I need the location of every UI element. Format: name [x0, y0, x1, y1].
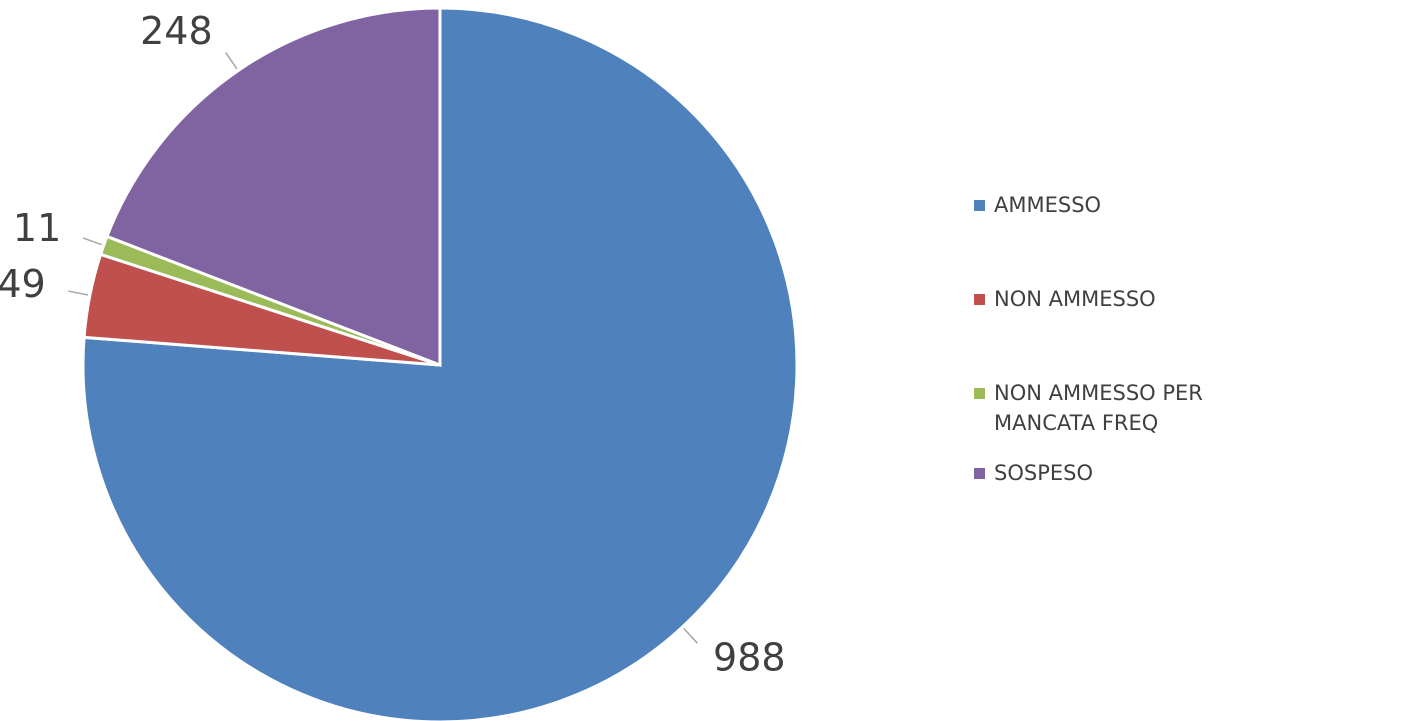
legend-label: NON AMMESSO — [994, 287, 1156, 311]
legend-item: NON AMMESSO — [972, 284, 1212, 314]
legend-swatch — [974, 468, 985, 479]
legend-label: NON AMMESSO PER MANCATA FREQ — [994, 381, 1203, 435]
legend-item: AMMESSO — [972, 190, 1212, 220]
legend-swatch — [974, 388, 985, 399]
legend: AMMESSO NON AMMESSO NON AMMESSO PER MANCAT… — [972, 190, 1212, 552]
leader-line — [82, 237, 103, 246]
chart: 988 49 11 248 — [0, 6, 799, 721]
data-label: 49 — [0, 262, 46, 306]
leader-line — [225, 52, 238, 70]
data-label: 11 — [13, 206, 61, 250]
pie-slice — [105, 6, 442, 368]
data-label: 988 — [713, 636, 786, 680]
data-label: 248 — [140, 9, 213, 53]
legend-item: SOSPESO — [972, 458, 1212, 488]
leader-line — [68, 290, 89, 296]
legend-label: AMMESSO — [994, 193, 1102, 217]
legend-swatch — [974, 200, 985, 211]
pie-slice — [81, 6, 799, 721]
leader-line — [683, 627, 698, 644]
legend-label: SOSPESO — [994, 461, 1093, 485]
legend-item: NON AMMESSO PER MANCATA FREQ — [972, 378, 1212, 438]
legend-swatch — [974, 294, 985, 305]
